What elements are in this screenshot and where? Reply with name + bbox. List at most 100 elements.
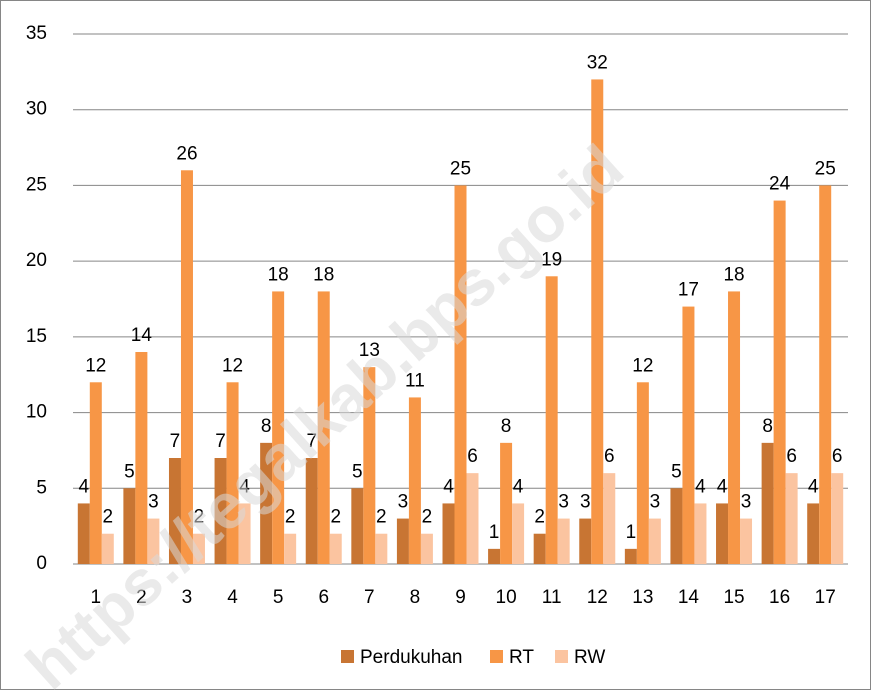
data-label: 14 — [131, 325, 153, 346]
bar — [284, 533, 297, 564]
bar — [317, 291, 330, 564]
bar — [77, 503, 90, 564]
data-label: 2 — [330, 507, 341, 528]
bar — [694, 503, 707, 564]
x-tick-label: 16 — [769, 587, 790, 608]
bar — [728, 291, 741, 564]
bar — [466, 473, 479, 564]
data-label: 18 — [723, 264, 744, 285]
data-label: 18 — [268, 264, 289, 285]
bar — [238, 503, 251, 564]
data-label: 6 — [467, 446, 478, 467]
data-label: 17 — [678, 280, 699, 301]
legend-swatch — [555, 650, 568, 663]
bar — [420, 533, 433, 564]
bar — [773, 200, 786, 565]
data-label: 8 — [501, 416, 512, 437]
bar — [648, 518, 661, 564]
data-label: 2 — [285, 507, 296, 528]
data-label: 7 — [306, 431, 317, 452]
data-label: 4 — [443, 476, 454, 497]
data-label: 5 — [124, 461, 135, 482]
x-tick-label: 7 — [364, 587, 375, 608]
bar — [579, 518, 592, 564]
data-label: 3 — [148, 492, 159, 513]
bar — [363, 367, 376, 564]
y-tick-label: 5 — [36, 477, 47, 498]
x-tick-label: 6 — [318, 587, 329, 608]
bar — [329, 533, 342, 564]
data-label: 11 — [405, 370, 425, 391]
x-tick-label: 1 — [91, 587, 102, 608]
bar — [682, 306, 695, 564]
x-tick-label: 5 — [273, 587, 284, 608]
data-label: 26 — [176, 143, 197, 164]
legend-swatch — [341, 650, 354, 663]
x-tick-label: 9 — [455, 587, 466, 608]
data-label: 4 — [513, 476, 524, 497]
y-tick-label: 15 — [26, 326, 47, 347]
bar — [226, 382, 239, 564]
bar — [168, 458, 181, 564]
bar — [442, 503, 455, 564]
x-tick-label: 4 — [227, 587, 238, 608]
x-tick-label: 3 — [182, 587, 193, 608]
bar — [591, 79, 604, 564]
bar — [180, 170, 193, 565]
data-label: 2 — [422, 507, 433, 528]
data-label: 2 — [194, 507, 205, 528]
bar — [454, 185, 467, 564]
data-label: 3 — [398, 492, 409, 513]
y-tick-label: 30 — [26, 99, 47, 120]
data-label: 1 — [489, 522, 500, 543]
bar — [123, 488, 136, 564]
data-label: 1 — [626, 522, 637, 543]
bar — [101, 533, 114, 564]
data-label: 3 — [650, 492, 661, 513]
data-label: 12 — [85, 355, 106, 376]
data-label: 4 — [79, 476, 90, 497]
bar — [603, 473, 616, 564]
bar — [260, 442, 273, 564]
data-label: 4 — [717, 476, 728, 497]
y-tick-label: 25 — [26, 174, 47, 195]
y-tick-label: 0 — [36, 553, 47, 574]
data-label: 4 — [695, 476, 706, 497]
data-label: 8 — [261, 416, 272, 437]
x-tick-label: 14 — [678, 587, 700, 608]
bar — [831, 473, 844, 564]
bar — [512, 503, 525, 564]
data-label: 2 — [376, 507, 387, 528]
data-label: 13 — [359, 340, 380, 361]
legend-label: RW — [574, 647, 605, 668]
x-tick-label: 2 — [136, 587, 147, 608]
x-tick-label: 8 — [410, 587, 421, 608]
x-tick-label: 15 — [723, 587, 744, 608]
x-tick-label: 11 — [542, 587, 562, 608]
bar — [785, 473, 798, 564]
bar — [214, 458, 227, 564]
bar — [740, 518, 753, 564]
data-label: 6 — [604, 446, 615, 467]
data-label: 2 — [534, 507, 545, 528]
bar — [408, 397, 421, 564]
y-tick-label: 20 — [26, 250, 47, 271]
bar — [545, 276, 558, 564]
bar — [636, 382, 649, 564]
bar — [624, 548, 637, 564]
data-label: 24 — [769, 174, 791, 195]
data-label: 2 — [103, 507, 114, 528]
data-label: 18 — [313, 264, 334, 285]
legend-label: RT — [509, 647, 534, 668]
data-label: 25 — [450, 158, 471, 179]
bar — [807, 503, 820, 564]
bar — [819, 185, 832, 564]
bar — [375, 533, 388, 564]
data-label: 4 — [808, 476, 819, 497]
data-label: 8 — [762, 416, 773, 437]
bar — [351, 488, 364, 564]
data-label: 6 — [786, 446, 797, 467]
y-tick-label: 35 — [26, 23, 47, 44]
x-tick-label: 10 — [496, 587, 517, 608]
